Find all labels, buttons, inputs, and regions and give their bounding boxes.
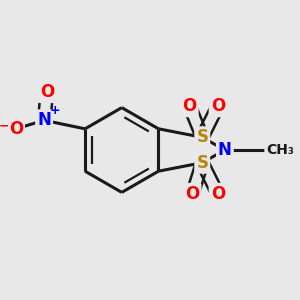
Text: −: − bbox=[0, 119, 9, 133]
Text: O: O bbox=[211, 185, 225, 203]
Text: O: O bbox=[185, 185, 200, 203]
Text: O: O bbox=[182, 97, 197, 115]
Text: N: N bbox=[218, 141, 232, 159]
Text: +: + bbox=[50, 104, 60, 117]
Text: S: S bbox=[196, 128, 208, 146]
Text: O: O bbox=[9, 120, 23, 138]
Text: O: O bbox=[40, 83, 54, 101]
Text: O: O bbox=[211, 97, 225, 115]
Text: S: S bbox=[196, 154, 208, 172]
Text: CH₃: CH₃ bbox=[266, 143, 294, 157]
Text: N: N bbox=[37, 111, 51, 129]
